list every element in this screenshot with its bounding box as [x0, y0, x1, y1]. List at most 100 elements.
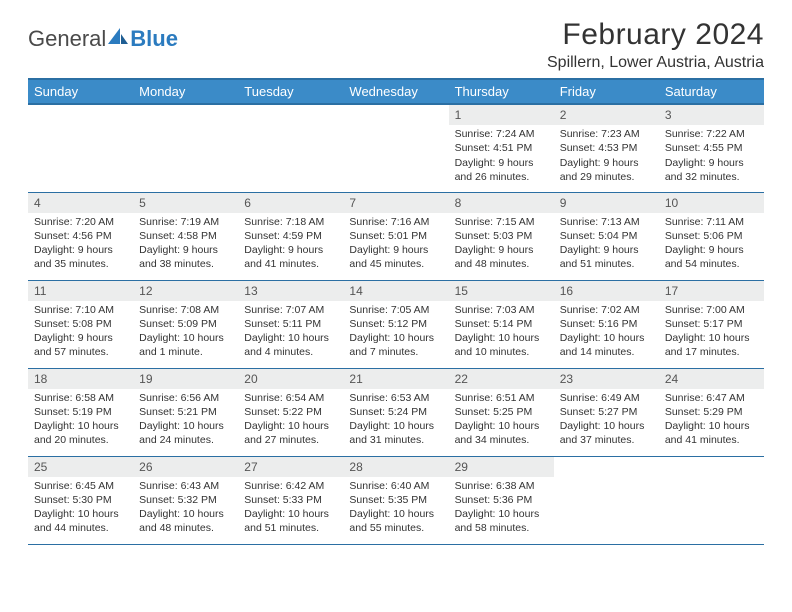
sunset-text: Sunset: 5:08 PM: [34, 317, 127, 331]
day-number: 2: [554, 105, 659, 125]
calendar-day-cell: 21Sunrise: 6:53 AMSunset: 5:24 PMDayligh…: [343, 368, 448, 456]
sunrise-text: Sunrise: 7:19 AM: [139, 215, 232, 229]
sunset-text: Sunset: 5:16 PM: [560, 317, 653, 331]
sunrise-text: Sunrise: 7:03 AM: [455, 303, 548, 317]
day-number: 9: [554, 193, 659, 213]
calendar-day-cell: 15Sunrise: 7:03 AMSunset: 5:14 PMDayligh…: [449, 280, 554, 368]
daylight-text: Daylight: 10 hours and 51 minutes.: [244, 507, 337, 535]
daylight-text: Daylight: 9 hours and 51 minutes.: [560, 243, 653, 271]
day-details: Sunrise: 6:40 AMSunset: 5:35 PMDaylight:…: [343, 477, 448, 540]
day-details: Sunrise: 6:45 AMSunset: 5:30 PMDaylight:…: [28, 477, 133, 540]
day-number: [343, 105, 448, 109]
sunset-text: Sunset: 4:59 PM: [244, 229, 337, 243]
sunrise-text: Sunrise: 7:08 AM: [139, 303, 232, 317]
day-details: Sunrise: 6:47 AMSunset: 5:29 PMDaylight:…: [659, 389, 764, 452]
day-number: [238, 105, 343, 109]
brand-logo: General Blue: [28, 18, 178, 52]
sunset-text: Sunset: 5:14 PM: [455, 317, 548, 331]
day-details: Sunrise: 6:58 AMSunset: 5:19 PMDaylight:…: [28, 389, 133, 452]
calendar-table: Sunday Monday Tuesday Wednesday Thursday…: [28, 78, 764, 545]
daylight-text: Daylight: 9 hours and 29 minutes.: [560, 156, 653, 184]
day-number: 15: [449, 281, 554, 301]
day-details: Sunrise: 6:49 AMSunset: 5:27 PMDaylight:…: [554, 389, 659, 452]
calendar-day-cell: 22Sunrise: 6:51 AMSunset: 5:25 PMDayligh…: [449, 368, 554, 456]
day-number: 21: [343, 369, 448, 389]
calendar-day-cell: 29Sunrise: 6:38 AMSunset: 5:36 PMDayligh…: [449, 456, 554, 544]
day-details: Sunrise: 7:20 AMSunset: 4:56 PMDaylight:…: [28, 213, 133, 276]
calendar-day-cell: 16Sunrise: 7:02 AMSunset: 5:16 PMDayligh…: [554, 280, 659, 368]
day-details: Sunrise: 7:05 AMSunset: 5:12 PMDaylight:…: [343, 301, 448, 364]
calendar-day-cell: 4Sunrise: 7:20 AMSunset: 4:56 PMDaylight…: [28, 192, 133, 280]
daylight-text: Daylight: 9 hours and 57 minutes.: [34, 331, 127, 359]
sunrise-text: Sunrise: 7:15 AM: [455, 215, 548, 229]
sunset-text: Sunset: 4:51 PM: [455, 141, 548, 155]
day-details: Sunrise: 7:11 AMSunset: 5:06 PMDaylight:…: [659, 213, 764, 276]
calendar-day-cell: 24Sunrise: 6:47 AMSunset: 5:29 PMDayligh…: [659, 368, 764, 456]
calendar-day-cell: [133, 104, 238, 192]
day-number: 29: [449, 457, 554, 477]
sunrise-text: Sunrise: 6:38 AM: [455, 479, 548, 493]
day-number: 7: [343, 193, 448, 213]
sunset-text: Sunset: 5:24 PM: [349, 405, 442, 419]
calendar-day-cell: 11Sunrise: 7:10 AMSunset: 5:08 PMDayligh…: [28, 280, 133, 368]
sunrise-text: Sunrise: 7:23 AM: [560, 127, 653, 141]
daylight-text: Daylight: 10 hours and 1 minute.: [139, 331, 232, 359]
day-details: Sunrise: 6:38 AMSunset: 5:36 PMDaylight:…: [449, 477, 554, 540]
daylight-text: Daylight: 10 hours and 27 minutes.: [244, 419, 337, 447]
calendar-day-cell: 1Sunrise: 7:24 AMSunset: 4:51 PMDaylight…: [449, 104, 554, 192]
calendar-page: General Blue February 2024 Spillern, Low…: [0, 0, 792, 545]
sunrise-text: Sunrise: 7:16 AM: [349, 215, 442, 229]
sunset-text: Sunset: 5:19 PM: [34, 405, 127, 419]
day-details: Sunrise: 7:02 AMSunset: 5:16 PMDaylight:…: [554, 301, 659, 364]
sunset-text: Sunset: 5:36 PM: [455, 493, 548, 507]
calendar-day-cell: [659, 456, 764, 544]
sunrise-text: Sunrise: 7:13 AM: [560, 215, 653, 229]
sunrise-text: Sunrise: 6:53 AM: [349, 391, 442, 405]
day-number: 28: [343, 457, 448, 477]
daylight-text: Daylight: 10 hours and 14 minutes.: [560, 331, 653, 359]
sunrise-text: Sunrise: 6:54 AM: [244, 391, 337, 405]
daylight-text: Daylight: 9 hours and 35 minutes.: [34, 243, 127, 271]
day-number: 25: [28, 457, 133, 477]
sunrise-text: Sunrise: 6:43 AM: [139, 479, 232, 493]
day-number: 12: [133, 281, 238, 301]
calendar-day-cell: 2Sunrise: 7:23 AMSunset: 4:53 PMDaylight…: [554, 104, 659, 192]
sunset-text: Sunset: 5:01 PM: [349, 229, 442, 243]
day-number: 13: [238, 281, 343, 301]
weekday-friday: Friday: [554, 79, 659, 104]
day-details: Sunrise: 7:23 AMSunset: 4:53 PMDaylight:…: [554, 125, 659, 188]
month-title: February 2024: [547, 18, 764, 52]
sunrise-text: Sunrise: 6:51 AM: [455, 391, 548, 405]
calendar-week-row: 18Sunrise: 6:58 AMSunset: 5:19 PMDayligh…: [28, 368, 764, 456]
calendar-day-cell: 27Sunrise: 6:42 AMSunset: 5:33 PMDayligh…: [238, 456, 343, 544]
calendar-day-cell: 6Sunrise: 7:18 AMSunset: 4:59 PMDaylight…: [238, 192, 343, 280]
calendar-day-cell: 25Sunrise: 6:45 AMSunset: 5:30 PMDayligh…: [28, 456, 133, 544]
daylight-text: Daylight: 9 hours and 38 minutes.: [139, 243, 232, 271]
day-number: 5: [133, 193, 238, 213]
day-number: 6: [238, 193, 343, 213]
calendar-day-cell: [554, 456, 659, 544]
location-subtitle: Spillern, Lower Austria, Austria: [547, 54, 764, 72]
sunset-text: Sunset: 5:25 PM: [455, 405, 548, 419]
daylight-text: Daylight: 10 hours and 41 minutes.: [665, 419, 758, 447]
daylight-text: Daylight: 9 hours and 26 minutes.: [455, 156, 548, 184]
sunset-text: Sunset: 5:11 PM: [244, 317, 337, 331]
calendar-day-cell: [238, 104, 343, 192]
daylight-text: Daylight: 9 hours and 48 minutes.: [455, 243, 548, 271]
weekday-sunday: Sunday: [28, 79, 133, 104]
sunrise-text: Sunrise: 6:40 AM: [349, 479, 442, 493]
day-details: Sunrise: 6:43 AMSunset: 5:32 PMDaylight:…: [133, 477, 238, 540]
daylight-text: Daylight: 10 hours and 37 minutes.: [560, 419, 653, 447]
sunset-text: Sunset: 5:22 PM: [244, 405, 337, 419]
weekday-header-row: Sunday Monday Tuesday Wednesday Thursday…: [28, 79, 764, 104]
day-details: Sunrise: 7:10 AMSunset: 5:08 PMDaylight:…: [28, 301, 133, 364]
day-number: 22: [449, 369, 554, 389]
day-details: Sunrise: 7:13 AMSunset: 5:04 PMDaylight:…: [554, 213, 659, 276]
sunrise-text: Sunrise: 7:07 AM: [244, 303, 337, 317]
page-header: General Blue February 2024 Spillern, Low…: [28, 18, 764, 72]
day-details: Sunrise: 7:00 AMSunset: 5:17 PMDaylight:…: [659, 301, 764, 364]
day-details: Sunrise: 7:07 AMSunset: 5:11 PMDaylight:…: [238, 301, 343, 364]
logo-sail-icon: [108, 26, 128, 52]
sunset-text: Sunset: 5:06 PM: [665, 229, 758, 243]
daylight-text: Daylight: 10 hours and 44 minutes.: [34, 507, 127, 535]
